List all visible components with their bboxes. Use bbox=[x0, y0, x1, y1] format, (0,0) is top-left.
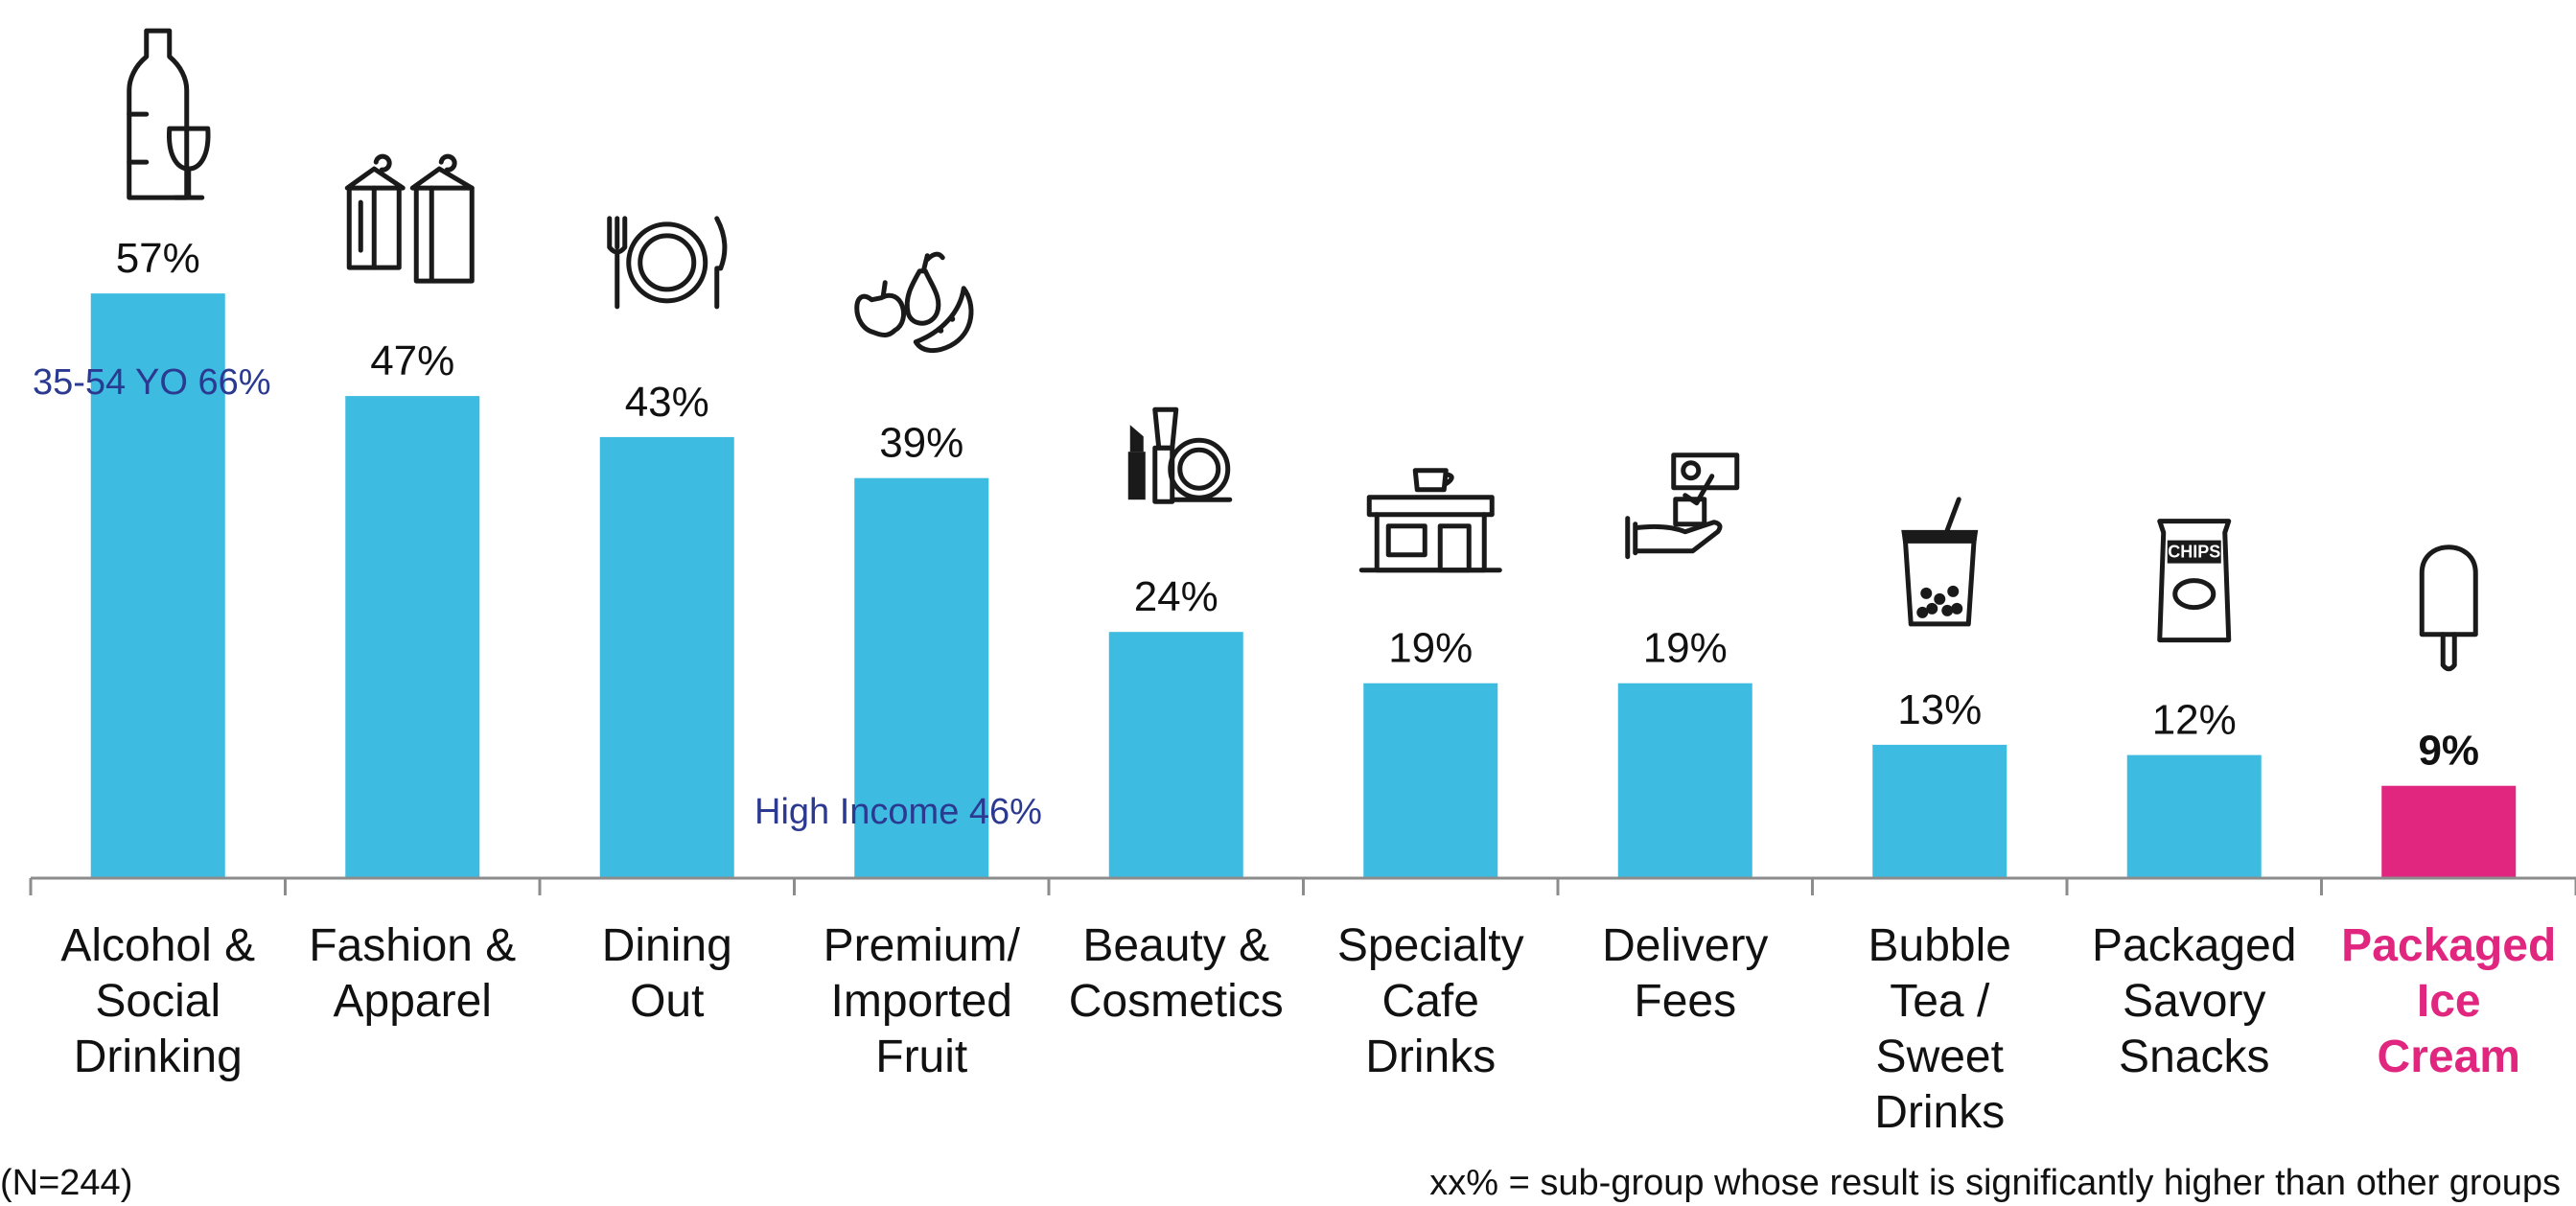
bar bbox=[1872, 744, 2007, 878]
value-label: 39% bbox=[879, 420, 963, 467]
bar bbox=[1617, 683, 1752, 878]
cafe-shop-icon bbox=[1358, 468, 1502, 573]
value-labels: 57% 47% 43% 39% 24% 19% 19% 13% 12% 9% bbox=[116, 235, 2479, 775]
category-label: Specialty Cafe Drinks bbox=[1337, 920, 1524, 1082]
category-label: Alcohol & Social Drinking bbox=[60, 920, 255, 1082]
subgroup-annotation: 35-54 YO 66% bbox=[33, 362, 271, 403]
axis-ticks bbox=[29, 878, 2576, 895]
bar bbox=[2381, 785, 2517, 878]
value-label: 47% bbox=[370, 337, 454, 384]
category-label: Packaged Savory Snacks bbox=[2092, 920, 2297, 1082]
value-label: 13% bbox=[1897, 686, 1982, 733]
category-label: Beauty & Cosmetics bbox=[1069, 920, 1284, 1027]
clothes-hanger-icon bbox=[344, 153, 475, 284]
makeup-icon bbox=[1127, 406, 1233, 504]
bar bbox=[854, 477, 989, 878]
sample-size-note: (N=244) bbox=[0, 1163, 133, 1203]
value-label: 57% bbox=[116, 235, 200, 282]
wine-bottle-glass-icon bbox=[127, 28, 211, 200]
plate-fork-knife-icon bbox=[607, 216, 728, 310]
bubble-tea-icon bbox=[1901, 497, 1979, 627]
icons-layer: CHIPS bbox=[127, 28, 2478, 672]
bars-layer bbox=[90, 293, 2517, 879]
category-label: Fashion & Apparel bbox=[309, 920, 516, 1027]
category-label: Packaged Ice Cream bbox=[2341, 920, 2556, 1082]
bar bbox=[1363, 683, 1498, 878]
category-labels: Alcohol & Social Drinking Fashion & Apparel D… bbox=[60, 920, 2556, 1138]
value-label: 43% bbox=[625, 379, 709, 426]
category-label: Bubble Tea / Sweet Drinks bbox=[1868, 920, 2011, 1138]
bar bbox=[90, 293, 225, 879]
bar bbox=[1108, 632, 1243, 878]
subgroup-annotations: 35-54 YO 66% High Income 46% bbox=[33, 362, 1042, 832]
chips-bag-icon: CHIPS bbox=[2157, 519, 2232, 643]
value-label: 19% bbox=[1388, 625, 1473, 672]
category-label: Dining Out bbox=[602, 920, 732, 1027]
payment-hand-icon bbox=[1625, 452, 1740, 560]
value-label: 19% bbox=[1643, 625, 1728, 672]
fruit-icon bbox=[854, 251, 974, 354]
subgroup-annotation: High Income 46% bbox=[754, 792, 1042, 832]
bar bbox=[2126, 754, 2262, 878]
value-label: 24% bbox=[1134, 573, 1218, 620]
category-label: Premium/Imported Fruit bbox=[824, 920, 1021, 1082]
ice-pop-icon bbox=[2419, 545, 2478, 672]
significance-legend-note: xx% = sub-group whose result is signific… bbox=[1429, 1163, 2561, 1203]
bar bbox=[599, 436, 734, 878]
value-label: 9% bbox=[2418, 728, 2479, 775]
bar bbox=[345, 396, 480, 878]
value-label: 12% bbox=[2152, 697, 2237, 744]
svg-text:CHIPS: CHIPS bbox=[2168, 543, 2220, 562]
category-label: Delivery Fees bbox=[1602, 920, 1768, 1027]
